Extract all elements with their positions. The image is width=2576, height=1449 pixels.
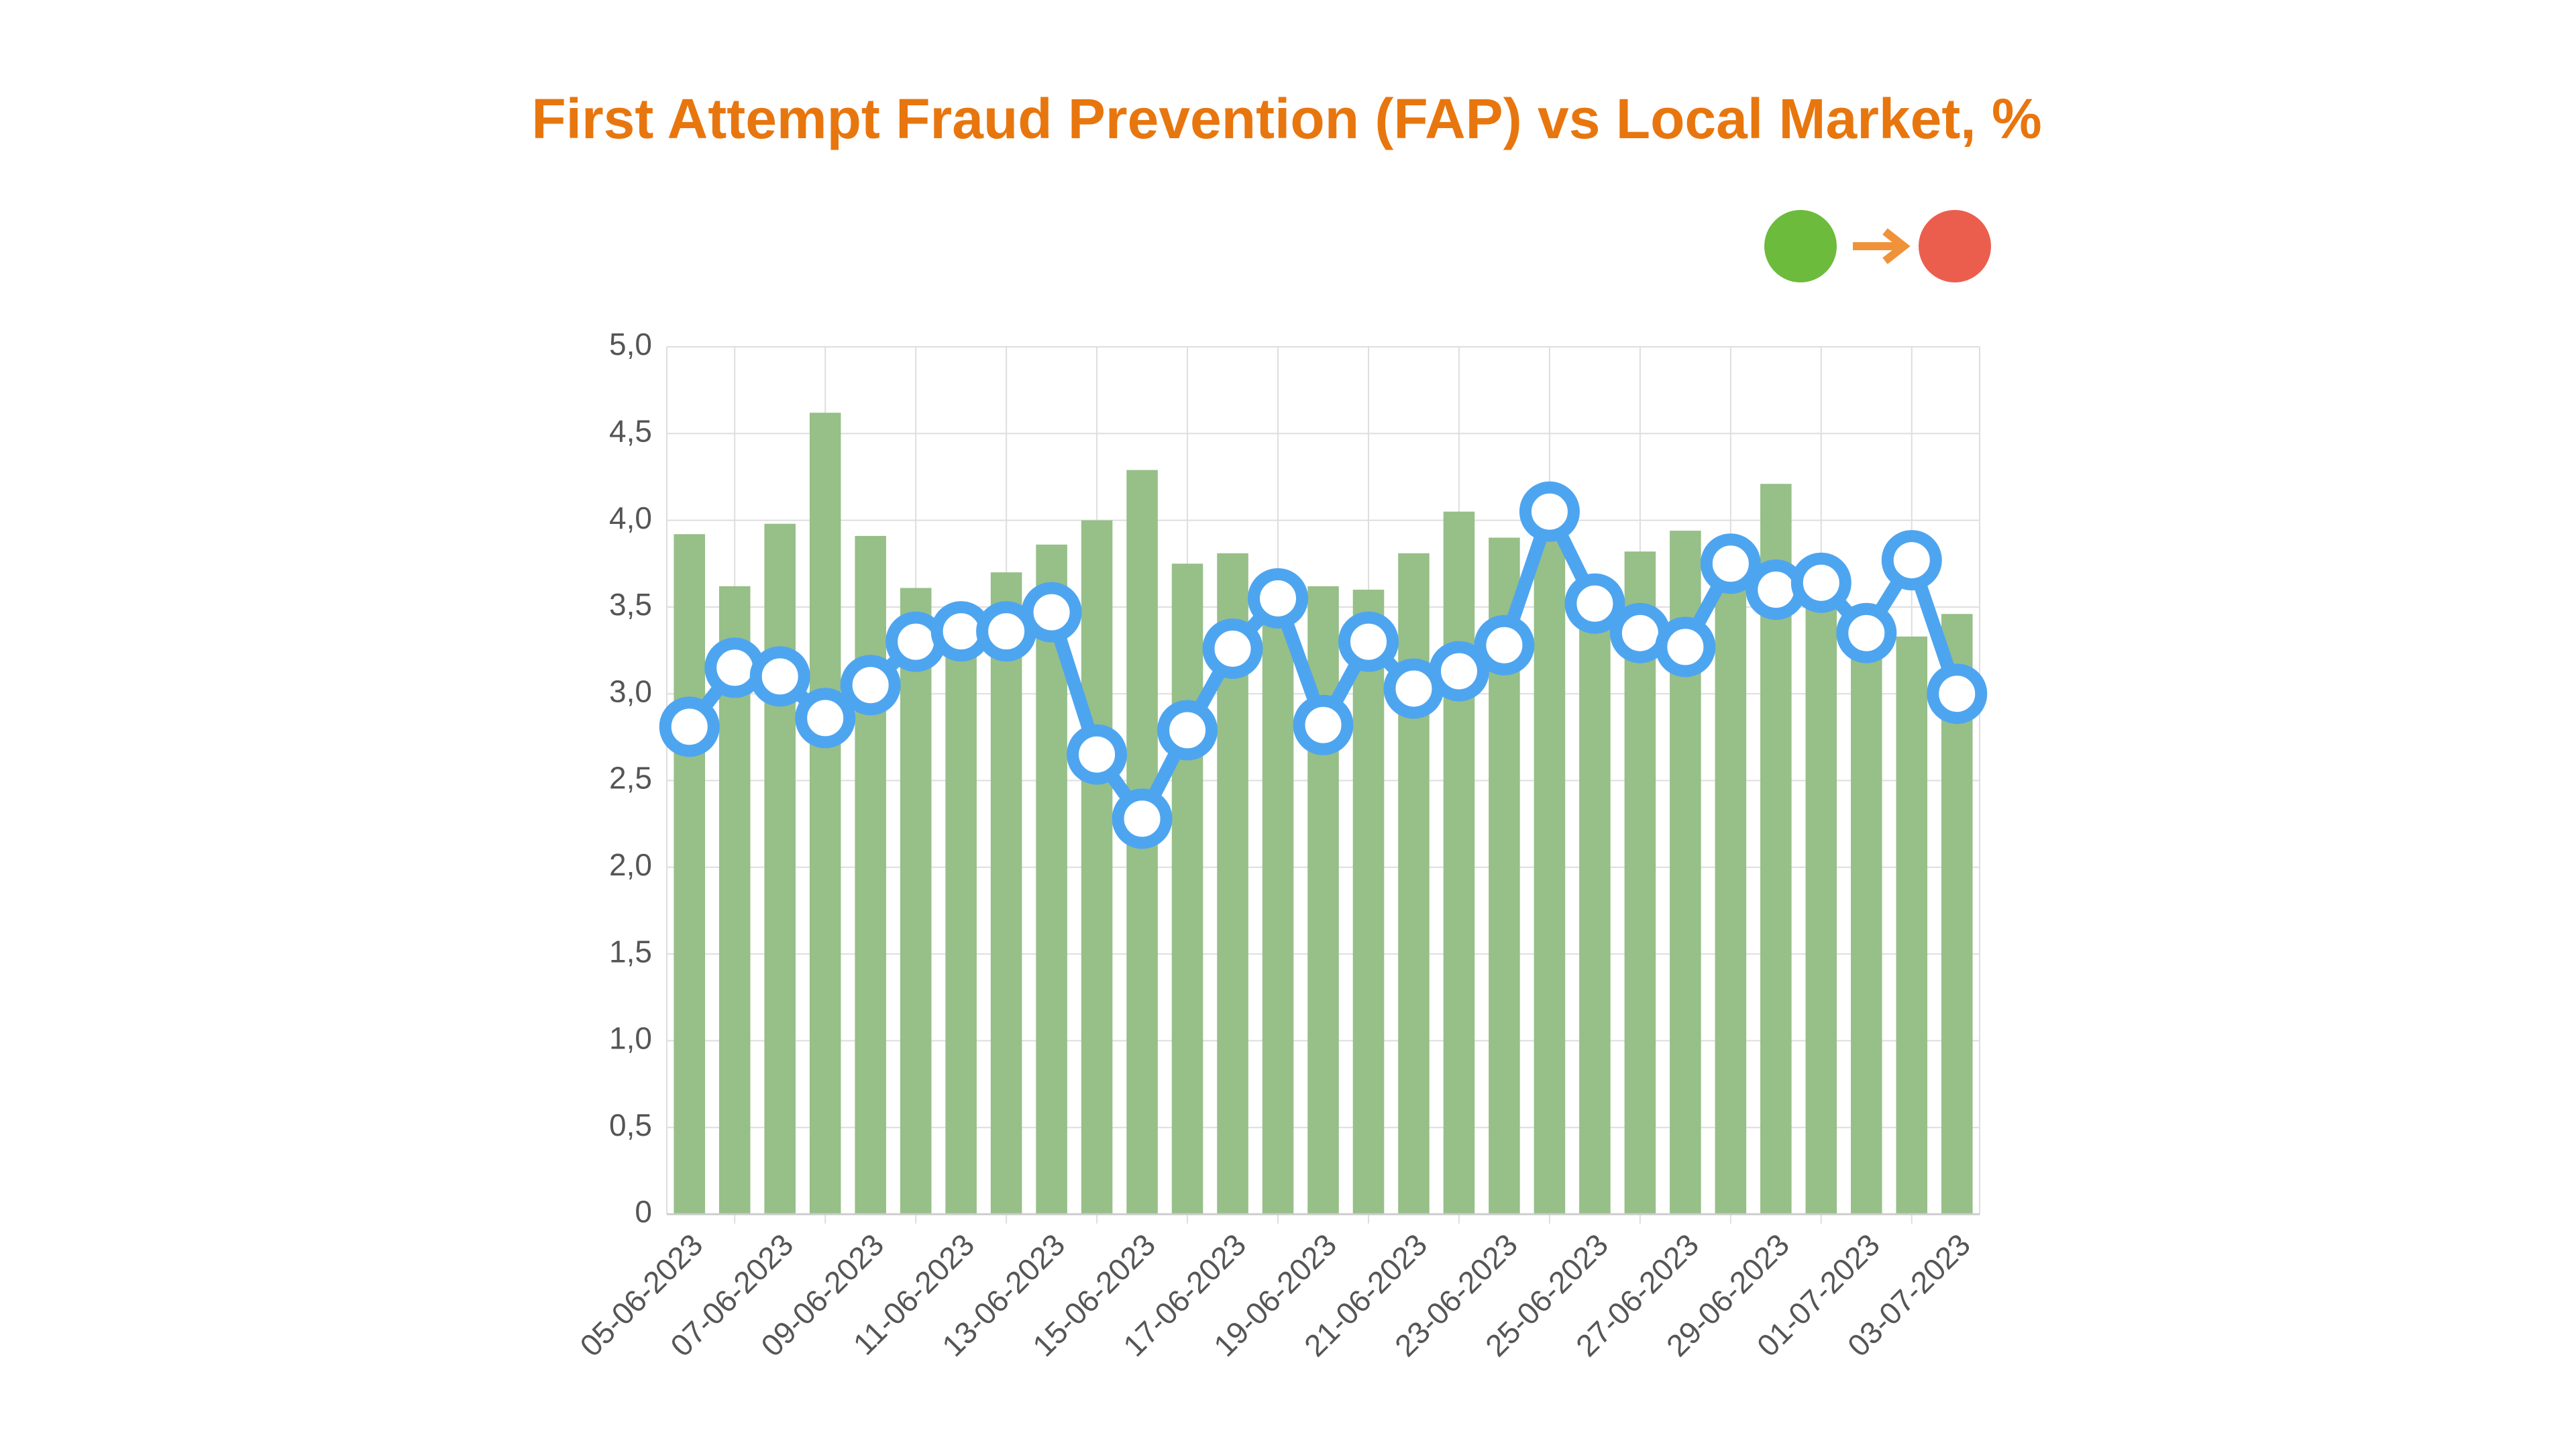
line-marker [1700, 533, 1761, 594]
bar [1896, 636, 1928, 1214]
line-marker [749, 646, 810, 707]
y-tick-label: 0 [635, 1194, 652, 1229]
bar [1443, 511, 1475, 1215]
bar [1398, 553, 1430, 1214]
bar [1579, 590, 1611, 1214]
bar [1081, 520, 1113, 1214]
bar [900, 588, 932, 1214]
line-marker [1474, 614, 1535, 676]
line-marker [1157, 700, 1218, 761]
y-tick-label: 3,0 [609, 674, 652, 708]
line-marker [1881, 530, 1942, 591]
line-marker [1428, 641, 1489, 702]
line-marker [659, 696, 720, 757]
status-red [1919, 210, 1991, 282]
line-marker [1927, 663, 1988, 724]
y-tick-label: 2,5 [609, 761, 652, 796]
bar [1851, 606, 1882, 1214]
bar [945, 606, 977, 1214]
y-tick-label: 1,5 [609, 934, 652, 969]
y-tick-label: 2,0 [609, 847, 652, 882]
line-marker [1021, 582, 1082, 643]
line-marker [1655, 616, 1716, 678]
y-tick-label: 0,5 [609, 1108, 652, 1142]
bar [764, 523, 796, 1214]
status-indicator [1764, 210, 1991, 282]
line-marker [1248, 568, 1309, 629]
line-marker [1564, 573, 1625, 634]
bar [1171, 564, 1203, 1214]
line-marker [1519, 481, 1580, 542]
line-marker [1790, 552, 1851, 613]
line-marker [1112, 788, 1173, 849]
y-tick-label: 5,0 [609, 327, 652, 362]
line-marker [1338, 611, 1399, 672]
status-green [1764, 210, 1837, 282]
line-marker [1202, 618, 1263, 679]
bar [1534, 537, 1566, 1214]
bar [855, 535, 886, 1214]
chart-title: First Attempt Fraud Prevention (FAP) vs … [531, 87, 2041, 150]
bar [990, 572, 1022, 1214]
y-tick-label: 4,0 [609, 500, 652, 535]
line-marker [795, 688, 856, 749]
bar [809, 413, 841, 1214]
line-marker [1836, 602, 1897, 663]
y-tick-label: 3,5 [609, 587, 652, 622]
arrow-head [1882, 228, 1911, 264]
y-tick-label: 4,5 [609, 413, 652, 448]
line-marker [1293, 694, 1354, 755]
line-marker [840, 655, 901, 716]
bar [674, 534, 706, 1214]
bar [1262, 590, 1294, 1214]
line-marker [1067, 724, 1128, 785]
y-tick-label: 1,0 [609, 1021, 652, 1056]
bar [1715, 537, 1747, 1214]
bar [1352, 590, 1385, 1214]
bar [1805, 590, 1837, 1214]
